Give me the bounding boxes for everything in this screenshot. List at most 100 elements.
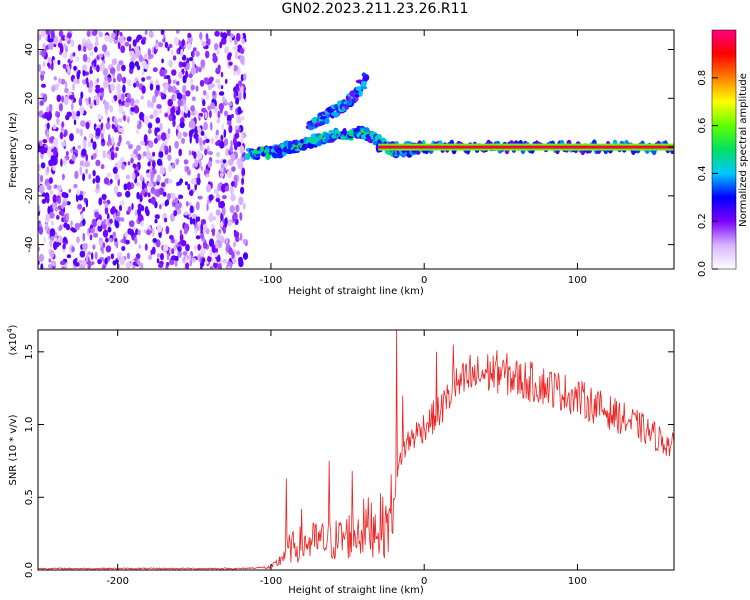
heatmap-noise-cell	[79, 250, 86, 258]
heatmap-noise-cell	[181, 39, 185, 47]
heatmap-noise-cell	[109, 178, 113, 184]
heatmap-noise-cell	[219, 167, 225, 172]
heatmap-noise-cell	[188, 57, 194, 62]
heatmap-noise-cell	[209, 265, 214, 269]
heatmap-noise-cell	[86, 30, 91, 37]
heatmap-noise-cell	[208, 194, 214, 201]
heatmap-noise-cell	[173, 210, 178, 217]
heatmap-noise-cell	[238, 259, 244, 268]
heatmap-noise-cell	[106, 255, 111, 261]
heatmap-noise-cell	[88, 96, 91, 105]
heatmap-noise-cell	[190, 84, 195, 91]
heatmap-noise-cell	[66, 254, 72, 259]
heatmap-noise-cell	[47, 34, 51, 42]
heatmap-noise-cell	[139, 111, 144, 121]
heatmap-noise-cell	[146, 229, 152, 236]
heatmap-noise-cell	[82, 206, 86, 212]
heatmap-noise-cell	[203, 77, 210, 85]
heatmap-noise-cell	[103, 177, 110, 185]
heatmap-noise-cell	[56, 117, 60, 125]
heatmap-noise-cell	[240, 134, 244, 143]
heatmap-noise-cell	[86, 99, 89, 106]
heatmap-noise-cell	[216, 118, 221, 124]
heatmap-noise-cell	[218, 91, 225, 96]
heatmap-noise-cell	[139, 262, 144, 269]
heatmap-noise-cell	[145, 75, 152, 80]
heatmap-noise-cell	[200, 59, 206, 68]
heatmap-noise-cell	[217, 110, 221, 119]
heatmap-noise-cell	[60, 158, 63, 167]
snr-frame	[37, 329, 675, 571]
heatmap-noise-cell	[132, 163, 137, 169]
x-tick-label: -200	[106, 275, 129, 286]
heatmap-noise-cell	[147, 48, 151, 57]
heatmap-noise-cell	[90, 138, 94, 144]
heatmap-ridge-cell	[358, 90, 363, 97]
heatmap-noise-cell	[115, 146, 119, 152]
heatmap-ridge-cell	[330, 111, 339, 116]
heatmap-noise-cell	[118, 99, 122, 105]
heatmap-noise-cell	[152, 67, 158, 73]
heatmap-noise-cell	[215, 197, 221, 203]
heatmap-noise-cell	[114, 238, 118, 242]
heatmap-noise-cell	[39, 50, 42, 56]
heatmap-noise-cell	[57, 77, 62, 84]
heatmap-noise-cell	[129, 61, 135, 70]
heatmap-noise-cell	[187, 183, 191, 191]
snr-x-label: Height of straight line (km)	[288, 585, 424, 596]
heatmap-noise-cell	[118, 35, 124, 44]
heatmap-noise-cell	[235, 204, 240, 213]
heatmap-noise-cell	[125, 239, 130, 245]
heatmap-noise-cell	[40, 263, 44, 269]
heatmap-noise-cell	[175, 30, 180, 34]
heatmap-noise-cell	[199, 79, 205, 87]
heatmap-noise-cell	[233, 174, 238, 183]
heatmap-noise-cell	[197, 152, 203, 160]
heatmap-noise-cell	[233, 91, 237, 99]
heatmap-noise-cell	[121, 64, 126, 72]
heatmap-noise-cell	[61, 191, 67, 198]
heatmap-noise-cell	[70, 220, 73, 228]
heatmap-noise-cell	[52, 165, 57, 171]
heatmap-noise-cell	[58, 30, 64, 38]
heatmap-noise-cell	[87, 42, 93, 51]
heatmap-noise-cell	[87, 141, 92, 148]
heatmap-noise-cell	[188, 73, 193, 78]
heatmap-noise-cell	[143, 151, 147, 157]
y-tick-label: 20	[24, 92, 35, 105]
heatmap-noise-cell	[121, 76, 127, 84]
heatmap-noise-cell	[167, 193, 171, 201]
heatmap-noise-cell	[205, 184, 212, 193]
heatmap-noise-cell	[241, 167, 246, 176]
heatmap-noise-cell	[73, 183, 78, 189]
heatmap-noise-cell	[190, 120, 196, 130]
heatmap-noise-cell	[183, 103, 187, 111]
heatmap-noise-cell	[64, 81, 68, 89]
heatmap-noise-cell	[232, 241, 237, 248]
heatmap-noise-cell	[104, 206, 109, 215]
heatmap-noise-cell	[174, 260, 178, 267]
heatmap-noise-cell	[60, 260, 66, 266]
heatmap-noise-cell	[95, 127, 101, 137]
heatmap-noise-cell	[74, 223, 80, 228]
heatmap-noise-cell	[224, 163, 228, 168]
heatmap-noise-cell	[146, 172, 151, 179]
heatmap-noise-cell	[214, 240, 220, 249]
heatmap-noise-cell	[199, 112, 204, 117]
heatmap-noise-cell	[38, 204, 41, 212]
heatmap-noise-cell	[234, 142, 238, 151]
heatmap-noise-cell	[51, 260, 57, 267]
heatmap-noise-cell	[115, 175, 120, 181]
heatmap-noise-cell	[240, 116, 245, 121]
heatmap-noise-cell	[100, 164, 105, 170]
heatmap-noise-cell	[221, 207, 226, 216]
heatmap-noise-cell	[116, 191, 123, 198]
heatmap-noise-cell	[92, 169, 96, 177]
heatmap-noise-cell	[156, 158, 163, 166]
heatmap-noise-cell	[87, 87, 93, 93]
heatmap-noise-cell	[182, 84, 187, 94]
heatmap-noise-cell	[106, 172, 112, 178]
heatmap-noise-cell	[72, 83, 76, 91]
heatmap-noise-cell	[185, 244, 190, 252]
heatmap-noise-cell	[193, 132, 199, 140]
